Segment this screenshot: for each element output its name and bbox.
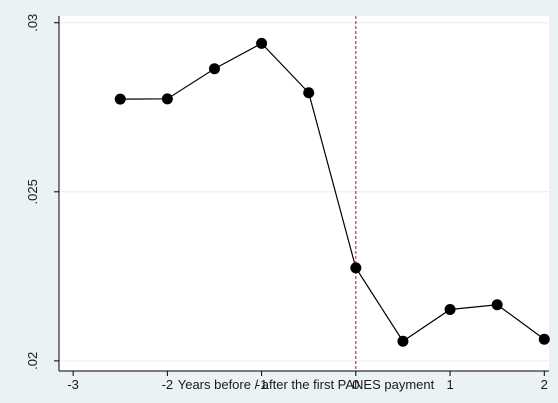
plot-area (59, 16, 549, 371)
x-tick-label: -1 (256, 377, 268, 392)
data-point (538, 333, 550, 345)
data-point (444, 303, 456, 315)
data-point (303, 87, 315, 99)
x-axis-title: Years before / after the first PANES pay… (178, 377, 435, 392)
x-tick-label: -2 (162, 377, 174, 392)
series-layer (114, 37, 550, 347)
data-point (208, 63, 220, 75)
y-tick-label: .02 (25, 352, 40, 370)
data-point (491, 299, 503, 311)
x-tick-label: 2 (541, 377, 548, 392)
axes (58, 16, 549, 372)
data-point (161, 93, 173, 105)
y-tick-label: .03 (25, 14, 40, 32)
grid-lines (59, 22, 549, 362)
data-point (114, 93, 126, 105)
y-tick-label: .025 (25, 179, 40, 204)
x-axis-ticks: -3 -2 -1 0 1 2 (67, 371, 548, 392)
x-tick-label: 1 (446, 377, 453, 392)
data-point (397, 335, 409, 347)
x-tick-label: -3 (67, 377, 79, 392)
data-point (256, 37, 268, 49)
data-point (350, 262, 362, 274)
series-line (120, 42, 545, 343)
y-axis-ticks: .02 .025 .03 (25, 14, 59, 370)
x-tick-label: 0 (352, 377, 359, 392)
